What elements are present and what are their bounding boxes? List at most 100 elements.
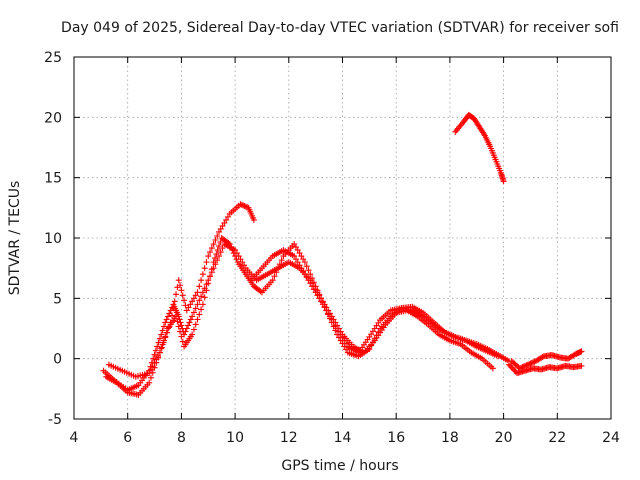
data-point: [179, 338, 186, 345]
data-point: [368, 342, 375, 349]
data-point: [213, 251, 220, 258]
data-point: [183, 307, 190, 314]
data-point: [326, 313, 333, 320]
data-point: [163, 316, 170, 323]
data-point: [164, 329, 171, 336]
data-point: [334, 325, 341, 332]
data-point: [325, 310, 332, 317]
data-point: [181, 297, 188, 304]
data-point: [198, 277, 205, 284]
y-tick-label: -5: [48, 412, 62, 428]
data-point: [241, 203, 248, 210]
data-point: [335, 328, 342, 335]
data-point: [505, 361, 512, 368]
data-point: [219, 222, 226, 229]
data-point: [339, 334, 346, 341]
data-point: [185, 304, 192, 311]
data-point: [291, 241, 298, 248]
data-point: [527, 360, 534, 367]
data-point: [224, 213, 231, 220]
data-point: [189, 313, 196, 320]
data-point: [201, 294, 208, 301]
data-point: [199, 271, 206, 278]
data-point: [269, 277, 276, 284]
data-point: [164, 313, 171, 320]
data-point: [210, 259, 217, 266]
data-point: [509, 365, 516, 372]
data-point: [318, 298, 325, 305]
data-point: [199, 301, 206, 308]
data-point: [371, 335, 378, 342]
data-point: [309, 283, 316, 290]
data-point: [217, 239, 224, 246]
data-point: [232, 253, 239, 260]
data-point: [305, 277, 312, 284]
data-point: [373, 332, 380, 339]
data-point: [160, 339, 167, 346]
data-point: [203, 259, 210, 266]
data-point: [524, 361, 531, 368]
data-point: [300, 268, 307, 275]
data-point: [196, 283, 203, 290]
x-axis-label: GPS time / hours: [281, 458, 398, 474]
data-point: [241, 262, 248, 269]
data-point: [337, 331, 344, 338]
data-point: [276, 261, 283, 268]
data-point: [162, 334, 169, 341]
data-point: [147, 366, 154, 373]
data-point: [523, 362, 530, 369]
data-point: [480, 131, 487, 138]
data-point: [214, 247, 221, 254]
series-track-3: [105, 201, 257, 380]
data-point: [187, 316, 194, 323]
data-point: [526, 361, 533, 368]
data-point: [158, 344, 165, 351]
data-point: [167, 319, 174, 326]
data-point: [196, 297, 203, 304]
data-point: [310, 279, 317, 286]
data-point: [226, 241, 233, 248]
data-point: [219, 245, 226, 252]
data-point: [203, 287, 210, 294]
data-point: [237, 201, 244, 208]
y-tick-label: 20: [44, 110, 62, 126]
data-point: [190, 309, 197, 316]
data-point: [271, 273, 278, 280]
series-track-4: [248, 247, 502, 360]
data-point: [328, 316, 335, 323]
data-point: [175, 323, 182, 330]
data-point: [214, 232, 221, 239]
data-point: [278, 257, 285, 264]
data-point: [205, 253, 212, 260]
data-point: [173, 291, 180, 298]
data-point: [178, 322, 185, 329]
data-point: [156, 349, 163, 356]
data-point: [221, 219, 228, 226]
data-point: [153, 356, 160, 363]
data-point: [198, 293, 205, 300]
x-tick-label: 14: [334, 430, 352, 446]
data-point: [578, 348, 585, 355]
data-point: [298, 265, 305, 272]
axis-ticks: [73, 56, 612, 420]
data-point: [307, 280, 314, 287]
data-point: [194, 316, 201, 323]
data-point: [182, 302, 189, 309]
data-point: [146, 379, 153, 386]
data-point: [155, 353, 162, 360]
data-point: [230, 250, 237, 257]
data-point: [228, 244, 235, 251]
data-point: [511, 367, 518, 374]
x-tick-label: 16: [387, 430, 405, 446]
data-point: [294, 259, 301, 266]
data-point: [512, 368, 519, 375]
data-point: [186, 319, 193, 326]
x-tick-label: 20: [495, 430, 513, 446]
data-point: [174, 318, 181, 325]
series-track-6: [505, 361, 585, 377]
series-track-5: [452, 111, 507, 185]
data-point: [152, 347, 159, 354]
data-point: [190, 326, 197, 333]
data-point: [305, 267, 312, 274]
x-tick-label: 6: [123, 430, 132, 446]
